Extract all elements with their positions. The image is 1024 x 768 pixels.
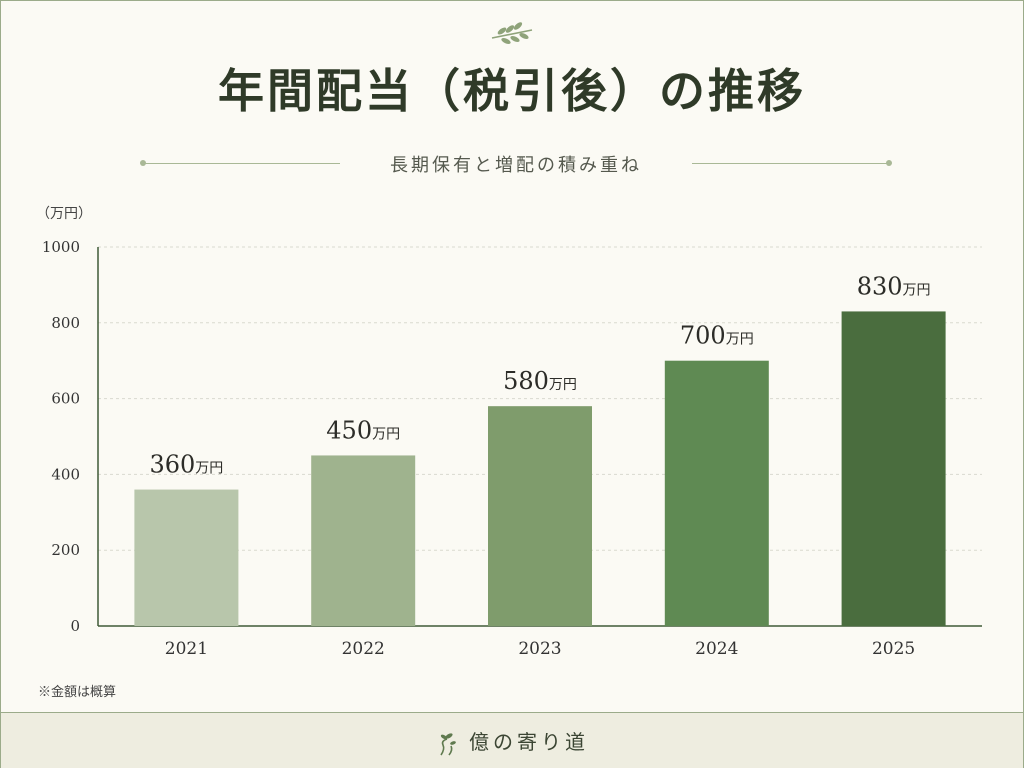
divider-dot-right (886, 160, 892, 166)
bar-2024 (664, 360, 769, 626)
y-tick-label: 600 (51, 390, 80, 408)
data-label-2025: 830万円 (857, 272, 931, 300)
bar-2023 (488, 406, 592, 626)
bar-2022 (311, 455, 416, 626)
y-tick-label: 400 (51, 465, 80, 483)
footer-brand-text: 億の寄り道 (469, 730, 589, 754)
chart-title: 年間配当（税引後）の推移 (218, 64, 806, 118)
bar-2021 (134, 489, 239, 626)
divider-line-right (692, 163, 888, 164)
footer-bar: 億の寄り道 (1, 712, 1023, 768)
x-tick-label: 2023 (518, 639, 561, 659)
x-tick-label: 2024 (695, 639, 738, 659)
data-label-value: 360 (149, 451, 195, 479)
data-label-unit: 万円 (726, 332, 754, 348)
olive-branch-icon (491, 22, 533, 45)
sprout-path-icon (440, 732, 456, 755)
y-tick-label: 800 (51, 314, 80, 332)
data-label-unit: 万円 (195, 461, 223, 477)
data-label-unit: 万円 (549, 377, 577, 393)
data-label-2022: 450万円 (326, 416, 400, 444)
subtitle-row: 長期保有と増配の積み重ね (140, 148, 892, 178)
bar-chart: 02004006008001000360万円2021450万円2022580万円… (42, 238, 982, 659)
data-label-value: 450 (326, 416, 372, 444)
x-tick-label: 2025 (872, 639, 915, 659)
data-label-value: 580 (503, 367, 549, 395)
data-label-2021: 360万円 (149, 451, 223, 479)
footer-brand: 億の寄り道 (1, 726, 1023, 757)
y-tick-label: 1000 (42, 238, 80, 256)
y-axis-unit-label: （万円） (36, 206, 92, 222)
data-label-value: 700 (680, 322, 726, 350)
divider-dot-left (140, 160, 146, 166)
data-label-value: 830 (857, 272, 903, 300)
data-label-unit: 万円 (372, 426, 400, 442)
data-label-unit: 万円 (903, 282, 931, 298)
y-tick-label: 200 (51, 541, 80, 559)
divider-line-left (144, 163, 340, 164)
data-label-2024: 700万円 (680, 322, 754, 350)
y-tick-label: 0 (70, 617, 80, 635)
bar-2025 (841, 311, 946, 626)
chart-subtitle: 長期保有と増配の積み重ね (390, 155, 642, 176)
data-label-2023: 580万円 (503, 367, 577, 395)
footnote: ※金額は概算 (38, 685, 117, 700)
x-tick-label: 2022 (342, 639, 385, 659)
x-tick-label: 2021 (165, 639, 208, 659)
